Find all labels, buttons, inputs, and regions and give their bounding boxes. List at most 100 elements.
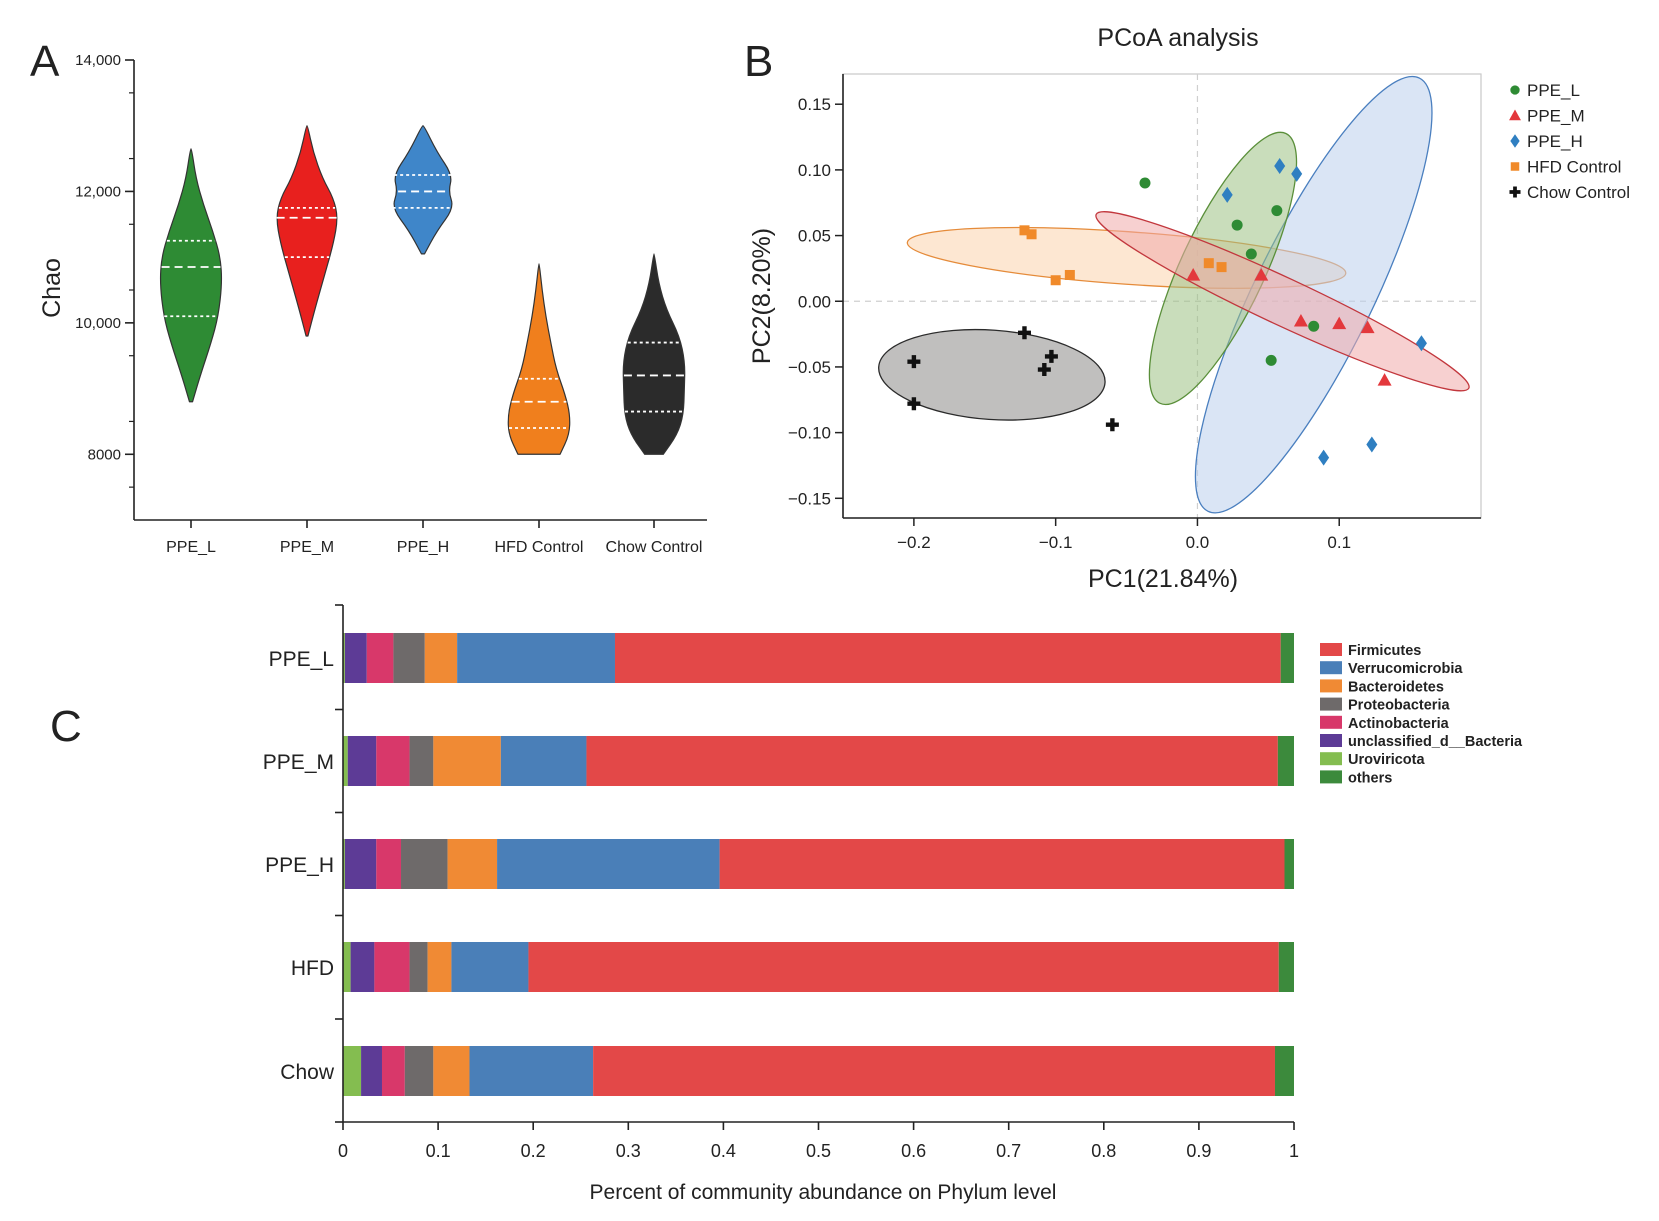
b-x-tick-label: 0.0 [1186,533,1210,552]
a-y-tick-label: 10,000 [75,315,121,332]
c-x-tick-label: 0.4 [711,1141,736,1161]
legend-marker-chow-control [1509,186,1521,198]
bar-segment-hfd-uroviricota [343,942,351,992]
point-ppe-m [1186,267,1201,281]
bar-segment-ppe-m-actinobacteria [376,736,410,786]
point-ppe-m [1293,313,1308,327]
a-x-tick-label: HFD Control [495,539,584,556]
bar-segment-ppe-l-proteobacteria [393,633,425,683]
b-y-axis-label: PC2(8.20%) [748,228,776,364]
legend-swatch-bacteroidetes [1320,679,1342,693]
b-y-tick-label: −0.05 [788,358,831,377]
a-x-tick-label: Chow Control [606,539,703,556]
violin-ppe-m [276,125,338,337]
a-y-tick-label: 14,000 [75,52,121,69]
ellipse-chow-control [878,328,1106,421]
b-y-tick-label: −0.10 [788,424,831,443]
b-x-axis-label: PC1(21.84%) [1088,565,1238,593]
c-x-tick-label: 0.5 [806,1141,831,1161]
b-point-group [907,157,1427,466]
bar-segment-chow-bacteroidetes [433,1046,470,1096]
b-x-ticks: −0.2 −0.1 0.0 0.1 [897,518,1351,552]
c-y-tick-label: PPE_M [263,751,334,774]
panel-letter-c: C [50,702,82,751]
point-chow-control [1017,326,1031,340]
legend-marker-ppe-m [1509,109,1521,121]
legend-swatch-unclassified-d-bacteria [1320,734,1342,747]
legend-label-verrucomicrobia: Verrucomicrobia [1348,661,1463,677]
c-y-tick-label: PPE_L [269,648,334,671]
c-x-tick-label: 0.7 [996,1141,1021,1161]
violin-ppe-h [393,125,453,255]
bar-segment-ppe-m-proteobacteria [409,736,434,786]
point-ppe-h [1366,436,1378,453]
bar-segment-hfd-unclassified-d-bacteria [350,942,375,992]
violin-ppe-l [159,148,223,403]
b-x-tick-label: −0.1 [1039,533,1073,552]
legend-label-ppe-l: PPE_L [1527,81,1580,100]
point-ppe-h [1274,157,1286,174]
bar-segment-chow-unclassified-d-bacteria [361,1046,382,1096]
c-x-tick-label: 0 [338,1141,348,1161]
a-y-tick-label: 12,000 [75,183,121,200]
point-chow-control [1037,363,1051,377]
b-y-tick-label: 0.05 [798,227,831,246]
c-x-tick-label: 0.6 [901,1141,926,1161]
bar-segment-hfd-proteobacteria [409,942,428,992]
legend-marker-ppe-l [1510,85,1520,95]
bar-segment-chow-actinobacteria [381,1046,405,1096]
violin-chow-control [622,253,686,455]
point-ppe-h [1318,449,1330,466]
bar-segment-chow-uroviricota [343,1046,362,1096]
c-legend: Firmicutes Verrucomicrobia Bacteroidetes Pr… [1320,643,1523,786]
point-hfd-control [1050,275,1061,286]
bar-segment-ppe-h-others [1284,839,1294,889]
violin-chart: 8000 10,000 12,000 14,000 PPE_L PPE_M PPE_H HF… [38,52,707,556]
legend-swatch-uroviricota [1320,752,1342,766]
bar-segment-ppe-h-verrucomicrobia [497,839,720,889]
panel-letter-b: B [744,37,773,86]
c-x-tick-label: 1 [1289,1141,1299,1161]
bar-segment-ppe-h-unclassified-d-bacteria [344,839,377,889]
point-hfd-control [1026,229,1037,240]
point-ppe-m [1332,316,1347,330]
bar-segment-hfd-verrucomicrobia [451,942,529,992]
c-y-ticks: PPE_L PPE_M PPE_H HFD Chow [263,604,343,1123]
legend-label-others: others [1348,770,1392,786]
c-bar-group [343,633,1294,1096]
legend-label-hfd-control: HFD Control [1527,158,1621,177]
b-y-tick-label: 0.15 [798,95,831,114]
point-chow-control [1105,418,1119,432]
legend-label-uroviricota: Uroviricota [1348,752,1425,768]
c-y-tick-label: PPE_H [265,854,334,877]
bar-segment-ppe-l-unclassified-d-bacteria [344,633,367,683]
bar-segment-ppe-m-bacteroidetes [433,736,501,786]
b-y-tick-label: 0.00 [798,292,831,311]
legend-label-firmicutes: Firmicutes [1348,643,1421,659]
a-x-tick-label: PPE_H [397,539,449,556]
point-chow-control [907,355,921,369]
point-hfd-control [1064,269,1075,280]
legend-marker-ppe-h [1510,134,1520,148]
point-chow-control [1044,349,1058,363]
c-x-tick-label: 0.8 [1091,1141,1116,1161]
point-ppe-l [1245,248,1257,260]
legend-swatch-actinobacteria [1320,715,1342,729]
bar-segment-ppe-l-bacteroidetes [424,633,458,683]
bar-segment-ppe-m-unclassified-d-bacteria [347,736,377,786]
bar-segment-ppe-m-firmicutes [586,736,1278,786]
legend-marker-hfd-control [1510,162,1520,171]
legend-swatch-verrucomicrobia [1320,661,1342,675]
ellipse-ppe-m [1095,211,1470,392]
violin-hfd-control [507,263,571,455]
point-hfd-control [1203,258,1214,269]
bar-segment-ppe-h-firmicutes [719,839,1285,889]
point-hfd-control [1216,262,1227,273]
bar-segment-chow-proteobacteria [404,1046,434,1096]
point-ppe-m [1377,373,1392,386]
c-y-tick-label: HFD [291,957,334,980]
bar-segment-ppe-l-firmicutes [614,633,1281,683]
b-legend: PPE_L PPE_M PPE_H HFD Control Chow Control [1509,81,1630,202]
b-x-tick-label: −0.2 [897,533,931,552]
panel-letter-a: A [30,37,60,86]
